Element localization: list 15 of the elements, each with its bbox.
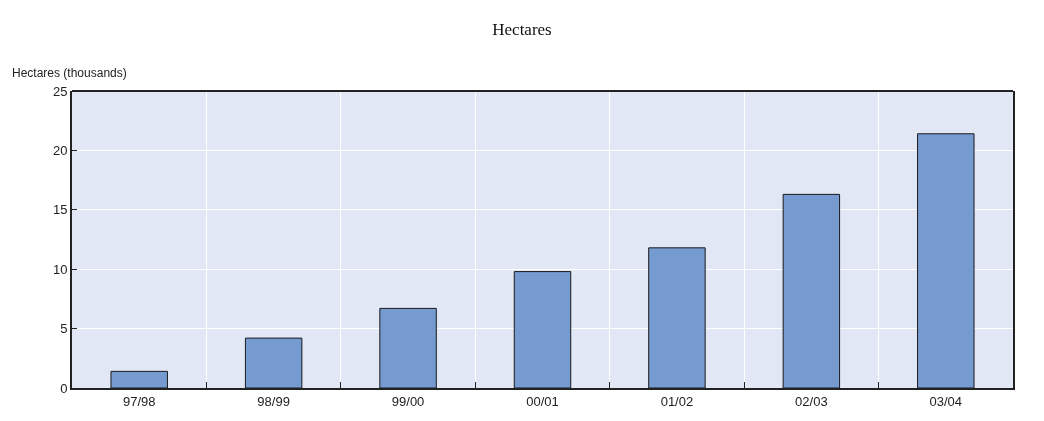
y-tick-label: 0 xyxy=(60,380,68,396)
y-tick-label: 15 xyxy=(52,202,68,218)
x-tick-label: 01/02 xyxy=(660,393,694,409)
x-tick-label: 97/98 xyxy=(122,393,156,409)
y-tick-label: 10 xyxy=(52,261,68,277)
x-tick-label: 02/03 xyxy=(795,393,828,409)
x-tick-label: 00/01 xyxy=(526,393,559,409)
x-tick-label: 98/99 xyxy=(257,393,290,409)
x-tick-label: 03/04 xyxy=(929,393,963,409)
y-tick-label: 25 xyxy=(52,83,68,99)
chart-title: Hectares xyxy=(492,20,552,40)
x-tick-label: 99/00 xyxy=(391,393,425,409)
y-tick-label: 5 xyxy=(60,321,68,337)
y-axis-title: Hectares (thousands) xyxy=(12,66,127,80)
y-tick-label: 20 xyxy=(52,142,68,158)
